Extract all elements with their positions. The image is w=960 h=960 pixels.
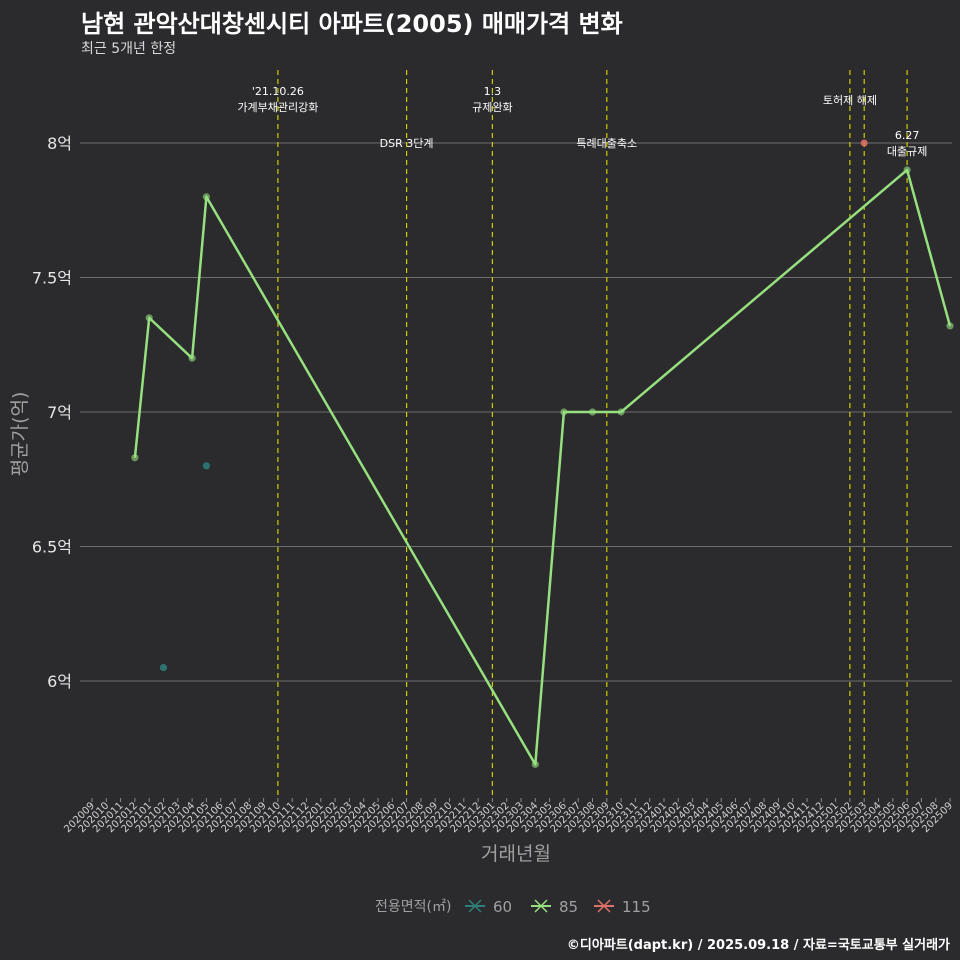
event-label: 규제완화: [472, 101, 512, 114]
y-tick-label: 6억: [47, 672, 72, 691]
legend-title: 전용면적(㎡): [375, 899, 451, 915]
legend-label: 115: [622, 898, 651, 916]
legend-key-cross: [468, 899, 482, 913]
x-axis-title: 거래년월: [481, 843, 551, 865]
data-point-60: [202, 462, 210, 470]
data-point-85: [560, 408, 568, 416]
event-label: 특례대출축소: [576, 137, 637, 150]
legend-key-cross: [534, 899, 548, 913]
event-label: DSR 3단계: [380, 137, 434, 150]
event-label: 1.3: [484, 85, 502, 98]
source-caption: ©디아파트(dapt.kr) / 2025.09.18 / 자료=국토교통부 실…: [566, 938, 950, 953]
data-point-85: [188, 354, 196, 362]
chart-title: 남현 관악산대창센시티 아파트(2005) 매매가격 변화: [81, 10, 623, 38]
data-point-85: [617, 408, 625, 416]
event-label: 대출규제: [887, 145, 927, 158]
y-tick-label: 8억: [47, 134, 72, 153]
data-point-115: [860, 139, 868, 147]
y-tick-label: 7.5억: [32, 269, 72, 288]
data-point-85: [145, 314, 153, 322]
data-point-60: [159, 663, 168, 672]
data-point-85: [202, 193, 210, 201]
legend-label: 60: [493, 898, 512, 916]
event-label: 가계부채관리강화: [237, 101, 318, 114]
y-tick-label: 6.5억: [32, 538, 72, 557]
chart-subtitle: 최근 5개년 한정: [81, 41, 177, 57]
y-tick-label: 7억: [47, 403, 72, 422]
data-point-85: [588, 408, 597, 416]
legend-label: 85: [559, 898, 578, 916]
y-axis-title: 평균가(억): [9, 392, 31, 477]
series-line-85: [133, 168, 952, 766]
event-label: 6.27: [895, 129, 920, 142]
legend-key-cross: [597, 899, 611, 913]
data-point-85: [531, 760, 539, 768]
data-point-85: [946, 322, 954, 330]
event-label: 토허제 해제: [823, 93, 877, 107]
event-label: '21.10.26: [252, 85, 304, 98]
data-point-85: [131, 454, 139, 462]
data-point-85: [903, 166, 911, 174]
